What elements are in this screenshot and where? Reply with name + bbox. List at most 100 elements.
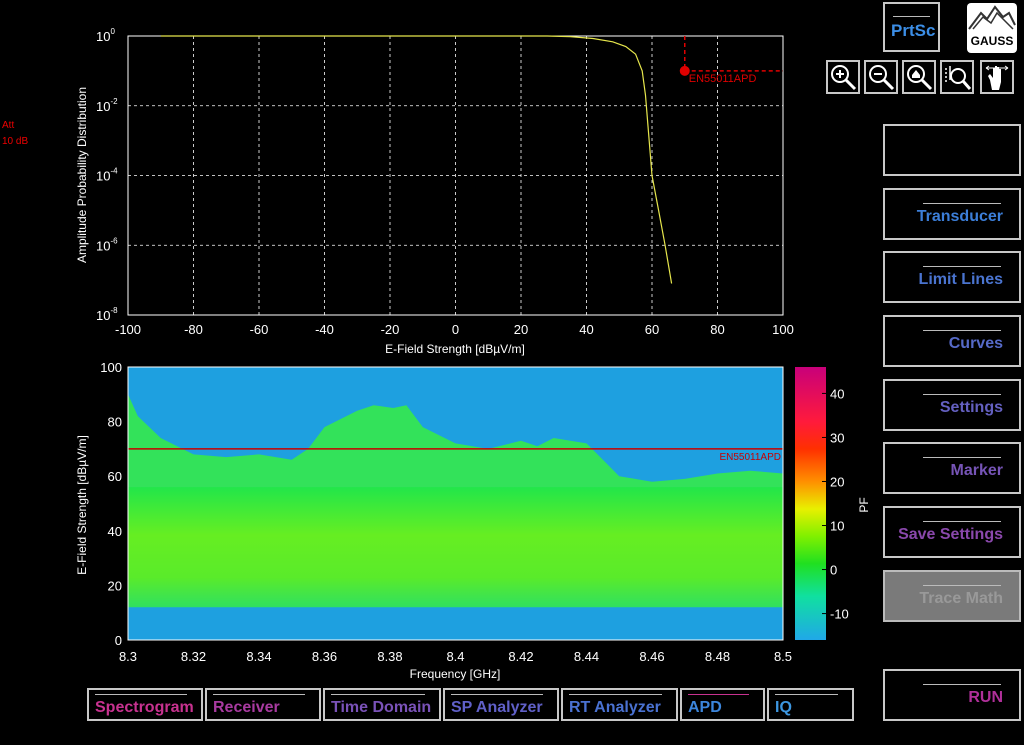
side-menu-label: Save Settings xyxy=(898,526,1003,543)
apd-x-tick-label: -100 xyxy=(115,322,141,337)
side-menu-button-settings[interactable]: Settings xyxy=(883,379,1021,431)
button-divider xyxy=(923,585,1001,586)
spectrogram-y-tick-label: 40 xyxy=(108,524,122,539)
button-divider xyxy=(923,330,1001,331)
apd-y-tick-label: 10-2 xyxy=(96,97,118,114)
side-menu-button-transducer[interactable]: Transducer xyxy=(883,188,1021,240)
tab-label: Time Domain xyxy=(331,699,432,716)
pan-button[interactable] xyxy=(980,60,1014,94)
tab-divider xyxy=(569,694,662,695)
zoom-home-button[interactable] xyxy=(902,60,936,94)
spectrogram-x-tick-label: 8.34 xyxy=(246,649,271,664)
gauss-logo: GAUSS xyxy=(967,3,1017,53)
apd-y-tick-label: 10-4 xyxy=(96,167,118,184)
button-divider xyxy=(923,266,1001,267)
side-menu-button-limit-lines[interactable]: Limit Lines xyxy=(883,251,1021,303)
spectrogram-y-axis-label: E-Field Strength [dBµV/m] xyxy=(75,435,89,575)
pan-hand-icon xyxy=(985,65,1009,90)
tab-rt-analyzer[interactable]: RT Analyzer xyxy=(561,688,678,721)
tab-divider xyxy=(331,694,425,695)
apd-x-tick-label: -60 xyxy=(250,322,269,337)
attenuation-status: Att 10 dB xyxy=(2,118,28,150)
spectrogram-limit-line: EN55011APD xyxy=(128,448,783,463)
side-menu-button-save-settings[interactable]: Save Settings xyxy=(883,506,1021,558)
tab-iq[interactable]: IQ xyxy=(767,688,854,721)
colorbar-ticks: 40 30 20 10 0 -10 xyxy=(822,386,849,622)
tab-label: Spectrogram xyxy=(95,699,194,716)
apd-x-tick-label: 20 xyxy=(514,322,528,337)
colorbar-tick-label: -10 xyxy=(830,607,849,622)
spectrogram-y-tick-label: 0 xyxy=(115,633,122,648)
side-menu-label: Curves xyxy=(948,335,1003,352)
apd-x-tick-label: 60 xyxy=(645,322,659,337)
spectrogram-x-tick-label: 8.44 xyxy=(574,649,599,664)
tab-spectrogram[interactable]: Spectrogram xyxy=(87,688,203,721)
apd-x-tick-label: 80 xyxy=(710,322,724,337)
button-divider xyxy=(923,203,1001,204)
apd-grid xyxy=(128,36,783,315)
colorbar-tick-label: 0 xyxy=(830,563,837,578)
spectrogram-y-tick-label: 100 xyxy=(100,360,122,375)
att-value: 10 dB xyxy=(2,136,29,147)
spectrogram-x-tick-label: 8.48 xyxy=(705,649,730,664)
side-menu-button-trace-math[interactable]: Trace Math xyxy=(883,570,1021,622)
spectrogram-x-tick-label: 8.42 xyxy=(508,649,533,664)
spectrogram-main-band xyxy=(128,487,783,608)
spectrogram-x-tick-label: 8.4 xyxy=(446,649,464,664)
apd-limit-point xyxy=(679,65,690,76)
side-menu-button-marker[interactable]: Marker xyxy=(883,442,1021,494)
att-label: Att xyxy=(2,120,15,131)
side-menu-button-curves[interactable]: Curves xyxy=(883,315,1021,367)
button-divider xyxy=(923,394,1001,395)
zoom-out-icon xyxy=(869,65,895,91)
prtsc-button[interactable]: PrtSc xyxy=(883,2,940,52)
side-menu-label: Marker xyxy=(950,462,1003,479)
apd-limit-line: EN55011APD xyxy=(679,36,783,85)
side-menu-label: Transducer xyxy=(916,208,1003,225)
tab-divider xyxy=(451,694,543,695)
apd-y-ticks: 100 10-2 10-4 10-6 10-8 xyxy=(96,27,118,323)
side-menu-label: Settings xyxy=(939,399,1003,416)
side-menu-label: Trace Math xyxy=(919,590,1003,607)
tab-time-domain[interactable]: Time Domain xyxy=(323,688,441,721)
button-divider xyxy=(923,521,1001,522)
apd-y-tick-label: 10-6 xyxy=(96,236,118,253)
tab-divider xyxy=(688,694,749,695)
zoom-axis-button[interactable] xyxy=(940,60,974,94)
zoom-out-button[interactable] xyxy=(864,60,898,94)
side-menu-button-run[interactable]: RUN xyxy=(883,669,1021,721)
side-menu-label: RUN xyxy=(968,689,1003,706)
tab-label: SP Analyzer xyxy=(451,699,543,716)
colorbar-tick-label: 40 xyxy=(830,386,844,401)
side-menu-button-blank[interactable] xyxy=(883,124,1021,176)
tab-sp-analyzer[interactable]: SP Analyzer xyxy=(443,688,559,721)
apd-x-tick-label: 0 xyxy=(452,322,459,337)
tab-divider xyxy=(213,694,305,695)
colorbar-tick-label: 20 xyxy=(830,474,844,489)
tab-divider xyxy=(775,694,838,695)
tab-label: RT Analyzer xyxy=(569,699,661,716)
apd-chart: -100 -80 -60 -40 -20 0 20 40 60 80 100 100 10-2 10-4… xyxy=(75,27,794,356)
tab-receiver[interactable]: Receiver xyxy=(205,688,321,721)
spectrogram-x-tick-label: 8.46 xyxy=(639,649,664,664)
button-divider xyxy=(923,457,1001,458)
mountain-logo-icon xyxy=(968,5,1016,30)
spectrogram-x-tick-label: 8.3 xyxy=(119,649,137,664)
apd-x-tick-label: 40 xyxy=(579,322,593,337)
apd-x-tick-label: -20 xyxy=(381,322,400,337)
gauss-logo-text: GAUSS xyxy=(970,34,1014,48)
apd-y-tick-label: 100 xyxy=(96,27,115,44)
zoom-in-button[interactable] xyxy=(826,60,860,94)
side-menu-label: Limit Lines xyxy=(918,271,1003,288)
prtsc-label: PrtSc xyxy=(891,21,936,40)
spectrogram-y-tick-label: 80 xyxy=(108,415,122,430)
spectrogram-x-tick-label: 8.38 xyxy=(377,649,402,664)
apd-x-tick-label: -40 xyxy=(315,322,334,337)
button-divider xyxy=(923,684,1001,685)
zoom-home-icon xyxy=(907,65,933,91)
spectrogram-chart: EN55011APD 8.3 8.32 8.34 8.36 8.38 8.4 8.42 8.4… xyxy=(75,360,871,681)
tab-apd[interactable]: APD xyxy=(680,688,765,721)
spectrogram-frame xyxy=(127,366,784,641)
tab-divider xyxy=(95,694,187,695)
colorbar-label: PF xyxy=(857,497,871,512)
